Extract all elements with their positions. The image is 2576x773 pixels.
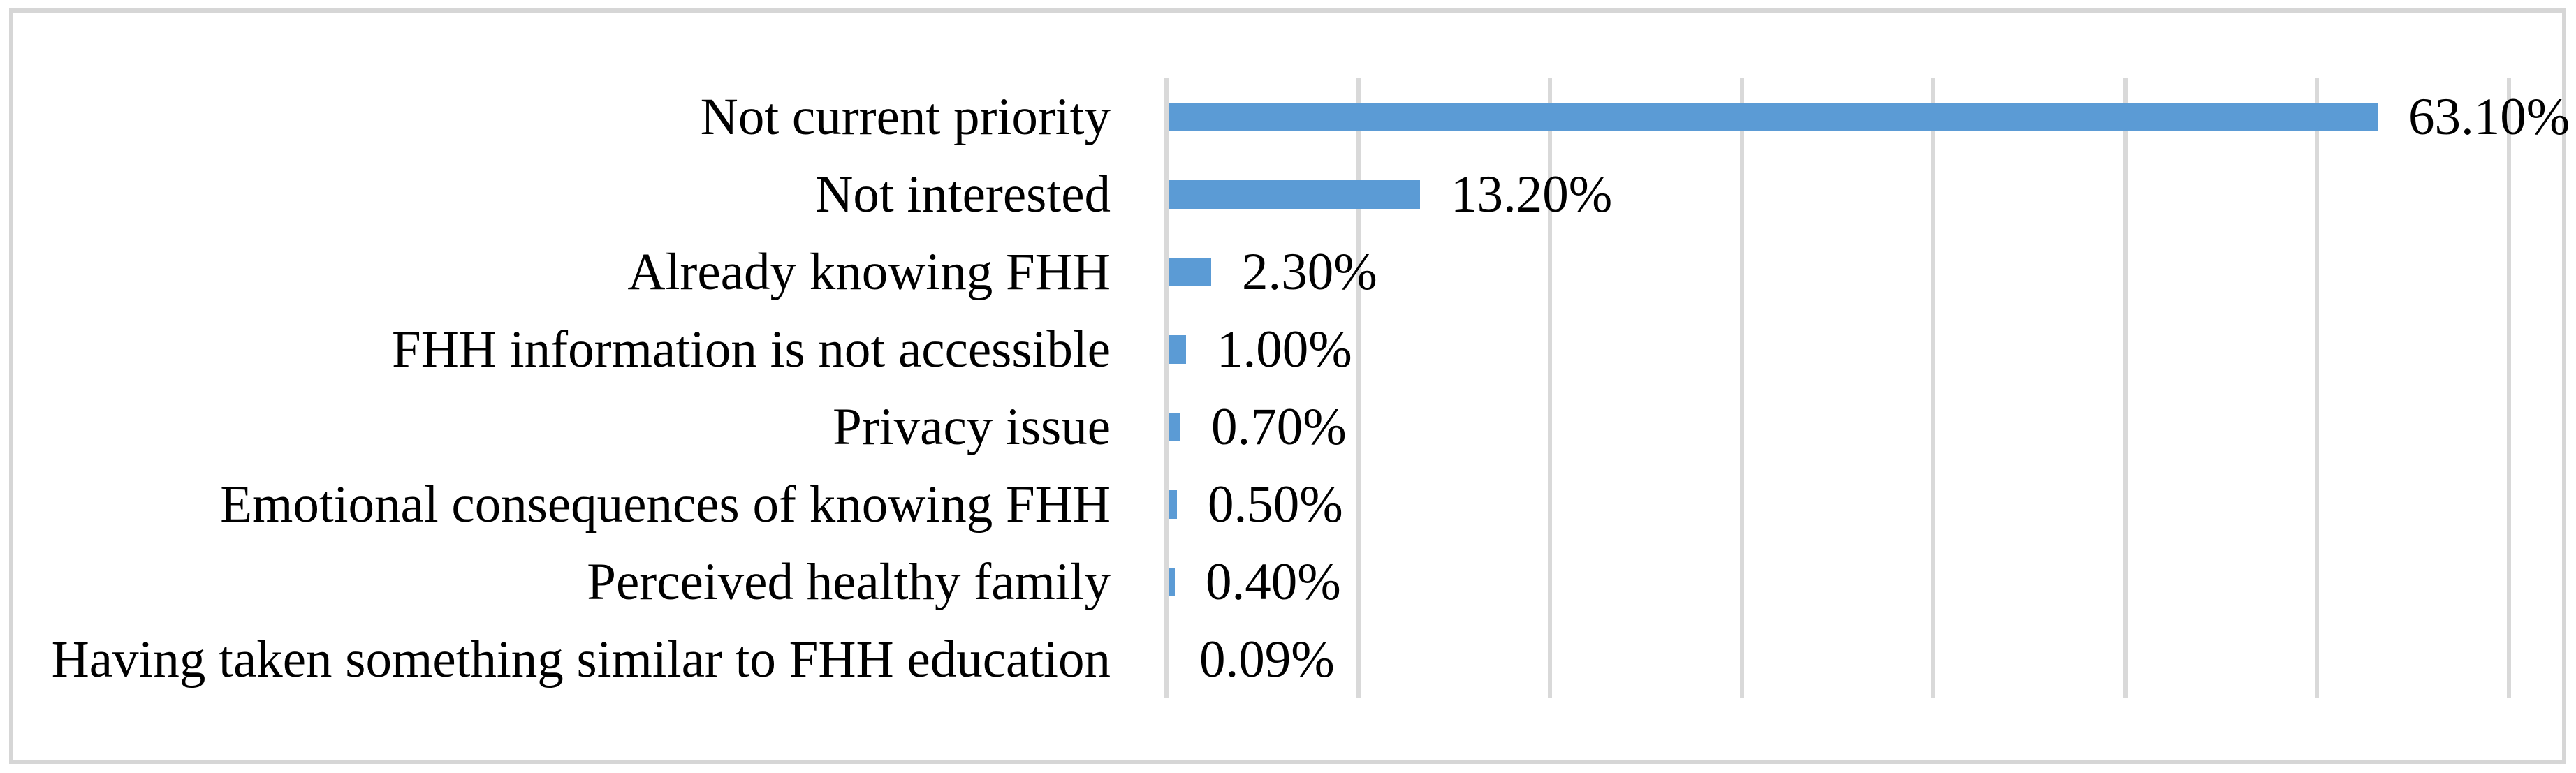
category-label: FHH information is not accessible	[392, 320, 1111, 378]
bar-row: Not interested 13.20%	[0, 156, 2576, 233]
value-bar	[1169, 568, 1175, 596]
value-bar	[1169, 490, 1177, 519]
bar-row: Already knowing FHH 2.30%	[0, 233, 2576, 311]
value-label: 2.30%	[1242, 242, 1377, 301]
value-bar	[1169, 258, 1211, 286]
value-label: 0.40%	[1206, 552, 1341, 611]
category-label: Perceived healthy family	[587, 552, 1111, 611]
category-axis-line	[1164, 78, 1169, 698]
category-label: Emotional consequences of knowing FHH	[220, 475, 1111, 533]
category-label: Not interested	[815, 165, 1111, 223]
gridline	[2315, 78, 2319, 698]
category-label: Privacy issue	[833, 397, 1111, 456]
value-bar	[1169, 335, 1186, 364]
value-label: 63.10%	[2408, 87, 2570, 146]
bar-row: Emotional consequences of knowing FHH 0.5…	[0, 466, 2576, 543]
bar-row: Not current priority 63.10%	[0, 78, 2576, 156]
gridline	[2123, 78, 2128, 698]
value-bar	[1169, 413, 1180, 441]
category-label: Already knowing FHH	[627, 242, 1111, 301]
value-label: 13.20%	[1451, 165, 1613, 223]
value-label: 0.50%	[1208, 475, 1343, 533]
gridline	[1740, 78, 1744, 698]
chart-frame	[9, 8, 2566, 764]
gridline	[1931, 78, 1935, 698]
category-label: Having taken something similar to FHH ed…	[51, 630, 1111, 689]
gridline	[1548, 78, 1552, 698]
category-label: Not current priority	[700, 87, 1111, 146]
bar-row: Perceived healthy family 0.40%	[0, 543, 2576, 621]
value-label: 0.09%	[1199, 630, 1335, 689]
value-label: 0.70%	[1211, 397, 1347, 456]
bar-row: Having taken something similar to FHH ed…	[0, 621, 2576, 698]
value-bar	[1169, 103, 2378, 131]
value-bar	[1169, 180, 1420, 209]
gridline	[1356, 78, 1361, 698]
bar-row: FHH information is not accessible 1.00%	[0, 311, 2576, 388]
bar-row: Privacy issue 0.70%	[0, 388, 2576, 466]
gridline	[2507, 78, 2511, 698]
value-label: 1.00%	[1217, 320, 1352, 378]
